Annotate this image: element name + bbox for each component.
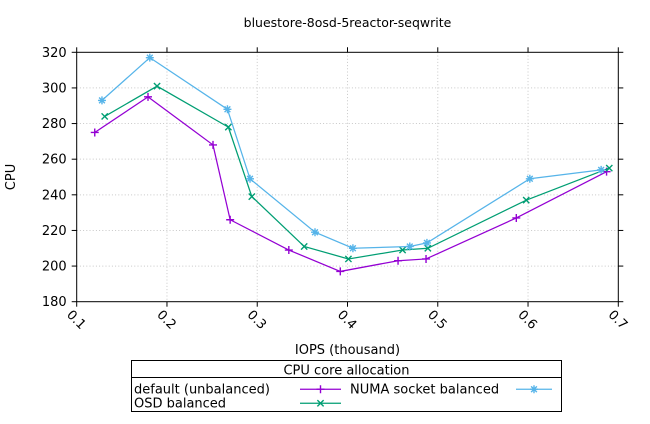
legend-label: NUMA socket balanced bbox=[350, 383, 499, 398]
legend-label: default (unbalanced) bbox=[134, 383, 270, 398]
series-line bbox=[101, 56, 602, 249]
tick-layer bbox=[71, 47, 624, 307]
legend-sample-marker bbox=[316, 385, 325, 394]
x-tick-label: 0.4 bbox=[334, 308, 359, 333]
legend-item: NUMA socket balanced bbox=[350, 383, 552, 398]
x-tick-label: 0.5 bbox=[424, 308, 449, 333]
series-markers bbox=[97, 53, 606, 253]
series-markers bbox=[101, 82, 613, 263]
legend-box bbox=[131, 360, 562, 412]
y-tick-label: 320 bbox=[42, 46, 67, 61]
series-layer bbox=[90, 53, 613, 276]
x-tick-label: 0.3 bbox=[244, 308, 269, 333]
series-markers bbox=[90, 92, 611, 276]
legend-label: OSD balanced bbox=[134, 397, 226, 412]
legend-entries: default (unbalanced)OSD balanced NUMA soc… bbox=[134, 383, 552, 412]
legend-title: CPU core allocation bbox=[283, 364, 409, 379]
y-tick-label: 300 bbox=[42, 81, 67, 96]
legend-sample-marker bbox=[530, 385, 538, 394]
y-tick-label: 200 bbox=[42, 260, 67, 275]
y-tick-label: 180 bbox=[42, 295, 67, 310]
chart-title: bluestore-8osd-5reactor-seqwrite bbox=[244, 15, 452, 30]
tick-label-layer: 0.1 0.2 0.3 0.4 0.5 0.6 0.7 180 200 220 240 260 280 3… bbox=[42, 46, 630, 333]
grid-layer bbox=[76, 52, 619, 302]
x-tick-label: 0.6 bbox=[515, 308, 540, 333]
y-axis-label: CPU bbox=[4, 164, 19, 190]
legend-item: default (unbalanced) bbox=[134, 383, 341, 398]
legend-sample-marker bbox=[316, 399, 325, 407]
legend: CPU core allocation default (unbalanced)… bbox=[131, 360, 562, 412]
x-tick-label: 0.7 bbox=[605, 308, 630, 333]
series-line bbox=[94, 96, 607, 273]
y-tick-label: 240 bbox=[42, 188, 67, 203]
y-tick-label: 280 bbox=[42, 117, 67, 132]
x-axis-label: IOPS (thousand) bbox=[295, 343, 400, 358]
y-tick-label: 260 bbox=[42, 153, 67, 168]
series-line bbox=[104, 85, 610, 260]
legend-item: OSD balanced bbox=[134, 397, 341, 412]
y-tick-label: 220 bbox=[42, 224, 67, 239]
x-tick-label: 0.1 bbox=[63, 308, 88, 333]
x-tick-label: 0.2 bbox=[154, 308, 179, 333]
